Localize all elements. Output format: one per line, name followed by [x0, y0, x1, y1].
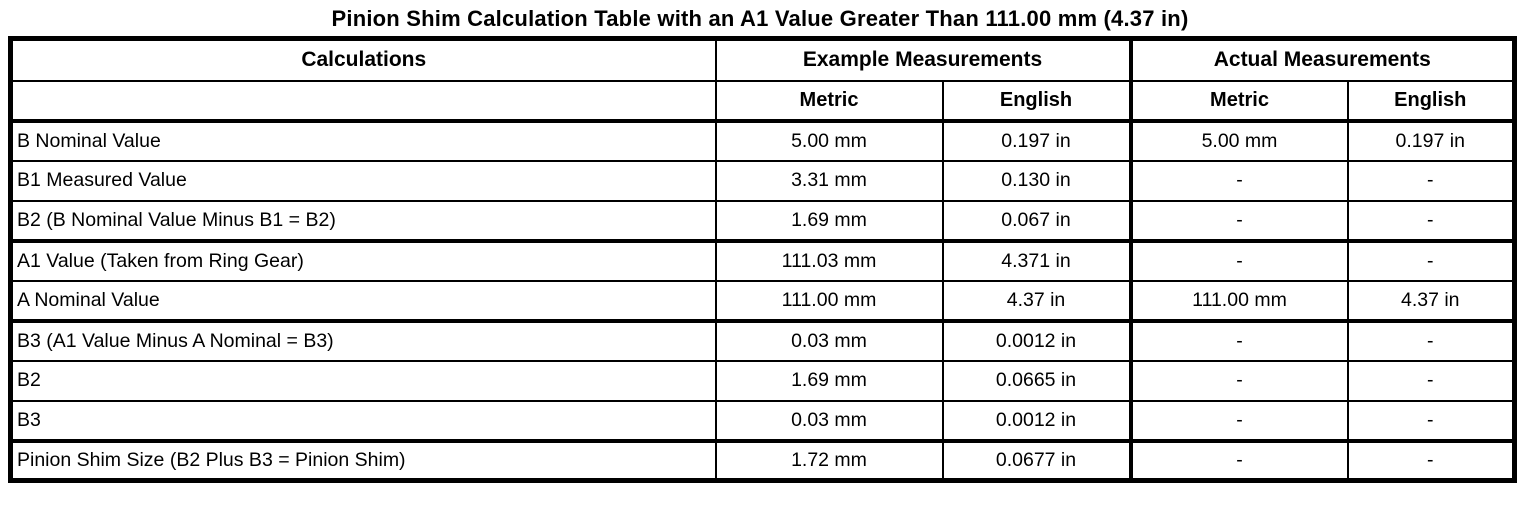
actual-metric-cell: - — [1128, 359, 1349, 402]
header-row-units: Metric English Metric English — [9, 79, 1516, 123]
row-label: Pinion Shim Size (B2 Plus B3 = Pinion Sh… — [9, 439, 717, 482]
actual-metric-cell: - — [1128, 399, 1349, 443]
example-metric-cell: 1.72 mm — [714, 439, 944, 482]
header-example-metric: Metric — [714, 79, 944, 123]
actual-english-cell: 4.37 in — [1346, 279, 1516, 323]
table-row: Pinion Shim Size (B2 Plus B3 = Pinion Sh… — [9, 439, 1516, 482]
header-actual-metric: Metric — [1128, 79, 1349, 123]
example-english-cell: 4.371 in — [941, 239, 1132, 282]
example-english-cell: 0.067 in — [941, 199, 1132, 243]
pinion-shim-calculation-table: Calculations Example Measurements Actual… — [8, 36, 1518, 483]
row-label: B1 Measured Value — [9, 159, 717, 202]
row-label: B3 (A1 Value Minus A Nominal = B3) — [9, 319, 717, 362]
header-actual-english: English — [1346, 79, 1516, 123]
example-english-cell: 4.37 in — [941, 279, 1132, 323]
row-label: A1 Value (Taken from Ring Gear) — [9, 239, 717, 282]
row-label: B2 (B Nominal Value Minus B1 = B2) — [9, 199, 717, 243]
example-metric-cell: 3.31 mm — [714, 159, 944, 202]
example-metric-cell: 111.03 mm — [714, 239, 944, 282]
table-row: B2 1.69 mm 0.0665 in - - — [9, 359, 1516, 402]
example-metric-cell: 0.03 mm — [714, 399, 944, 443]
row-label: B2 — [9, 359, 717, 402]
actual-english-cell: - — [1346, 199, 1516, 243]
page-title: Pinion Shim Calculation Table with an A1… — [331, 6, 1189, 31]
row-label: B Nominal Value — [9, 119, 717, 162]
header-example-measurements: Example Measurements — [714, 37, 1132, 82]
example-english-cell: 0.197 in — [941, 119, 1132, 162]
actual-english-cell: - — [1346, 359, 1516, 402]
header-actual-measurements: Actual Measurements — [1128, 37, 1516, 82]
table-row: B1 Measured Value 3.31 mm 0.130 in - - — [9, 159, 1516, 202]
table-row: B3 0.03 mm 0.0012 in - - — [9, 399, 1516, 443]
actual-english-cell: - — [1346, 439, 1516, 482]
example-metric-cell: 5.00 mm — [714, 119, 944, 162]
row-label: B3 — [9, 399, 717, 443]
table-row: A Nominal Value 111.00 mm 4.37 in 111.00… — [9, 279, 1516, 323]
example-metric-cell: 1.69 mm — [714, 199, 944, 243]
actual-metric-cell: - — [1128, 319, 1349, 362]
example-english-cell: 0.130 in — [941, 159, 1132, 202]
example-metric-cell: 111.00 mm — [714, 279, 944, 323]
actual-english-cell: - — [1346, 319, 1516, 362]
actual-metric-cell: - — [1128, 159, 1349, 202]
row-label: A Nominal Value — [9, 279, 717, 323]
actual-english-cell: - — [1346, 159, 1516, 202]
actual-english-cell: - — [1346, 239, 1516, 282]
header-calculations: Calculations — [9, 37, 717, 82]
example-metric-cell: 0.03 mm — [714, 319, 944, 362]
actual-metric-cell: - — [1128, 439, 1349, 482]
example-metric-cell: 1.69 mm — [714, 359, 944, 402]
example-english-cell: 0.0012 in — [941, 319, 1132, 362]
header-calculations-spacer — [9, 79, 717, 123]
actual-metric-cell: - — [1128, 199, 1349, 243]
header-row-groups: Calculations Example Measurements Actual… — [9, 37, 1516, 82]
table-row: B Nominal Value 5.00 mm 0.197 in 5.00 mm… — [9, 119, 1516, 162]
table-row: A1 Value (Taken from Ring Gear) 111.03 m… — [9, 239, 1516, 282]
example-english-cell: 0.0012 in — [941, 399, 1132, 443]
example-english-cell: 0.0677 in — [941, 439, 1132, 482]
actual-metric-cell: 111.00 mm — [1128, 279, 1349, 323]
actual-english-cell: - — [1346, 399, 1516, 443]
actual-metric-cell: - — [1128, 239, 1349, 282]
actual-metric-cell: 5.00 mm — [1128, 119, 1349, 162]
table-row: B3 (A1 Value Minus A Nominal = B3) 0.03 … — [9, 319, 1516, 362]
example-english-cell: 0.0665 in — [941, 359, 1132, 402]
table-row: B2 (B Nominal Value Minus B1 = B2) 1.69 … — [9, 199, 1516, 243]
header-example-english: English — [941, 79, 1132, 123]
actual-english-cell: 0.197 in — [1346, 119, 1516, 162]
